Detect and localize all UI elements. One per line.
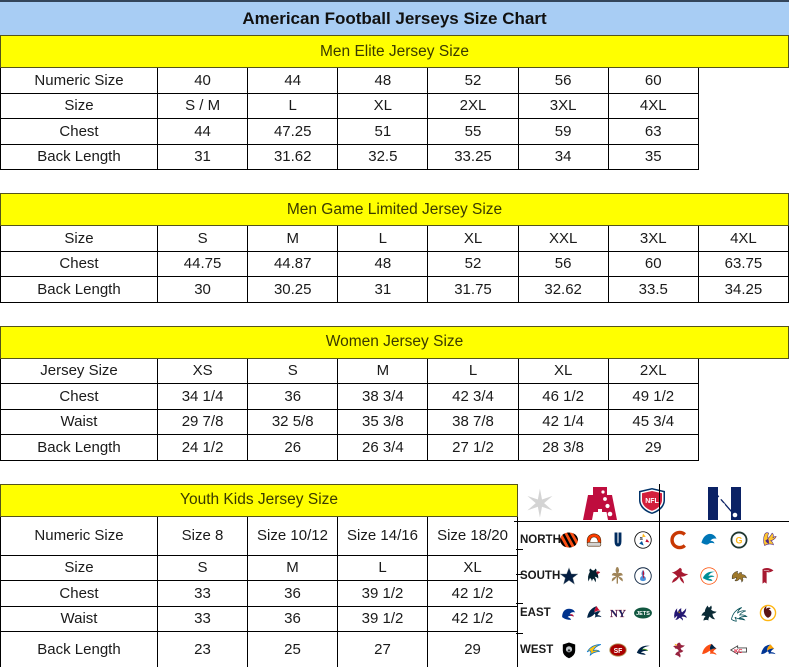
svg-text:KC: KC: [734, 648, 743, 654]
svg-text:NY: NY: [610, 608, 626, 620]
svg-text:JETS: JETS: [636, 611, 650, 617]
svg-text:G: G: [735, 535, 742, 545]
svg-text:NFL: NFL: [645, 498, 659, 505]
svg-text:SF: SF: [614, 647, 623, 654]
